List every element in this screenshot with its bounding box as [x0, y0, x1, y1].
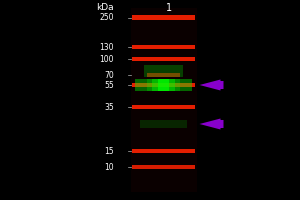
- Bar: [147, 73, 180, 77]
- Text: 15: 15: [104, 146, 114, 156]
- Bar: [132, 149, 195, 153]
- FancyArrow shape: [200, 118, 224, 130]
- Text: 35: 35: [104, 102, 114, 112]
- Bar: [186, 79, 192, 90]
- Bar: [132, 83, 195, 87]
- Bar: [132, 45, 195, 49]
- Text: 10: 10: [104, 162, 114, 171]
- Bar: [152, 79, 158, 90]
- Text: 250: 250: [100, 13, 114, 22]
- Bar: [132, 57, 195, 61]
- Text: 55: 55: [104, 81, 114, 90]
- Bar: [180, 79, 186, 90]
- Text: kDa: kDa: [96, 3, 114, 12]
- FancyArrow shape: [200, 80, 224, 90]
- Text: 70: 70: [104, 71, 114, 79]
- Bar: [132, 165, 195, 169]
- Text: 100: 100: [100, 54, 114, 64]
- Bar: [175, 79, 180, 90]
- Bar: [164, 79, 169, 90]
- Bar: [136, 79, 141, 90]
- Text: 1: 1: [167, 3, 172, 13]
- Bar: [130, 8, 196, 192]
- Text: 130: 130: [100, 43, 114, 51]
- Bar: [132, 15, 195, 20]
- Bar: [169, 79, 175, 90]
- Bar: [147, 79, 152, 90]
- Bar: [132, 105, 195, 109]
- Bar: [144, 65, 183, 77]
- Bar: [141, 79, 147, 90]
- Bar: [158, 79, 164, 90]
- Bar: [140, 120, 187, 128]
